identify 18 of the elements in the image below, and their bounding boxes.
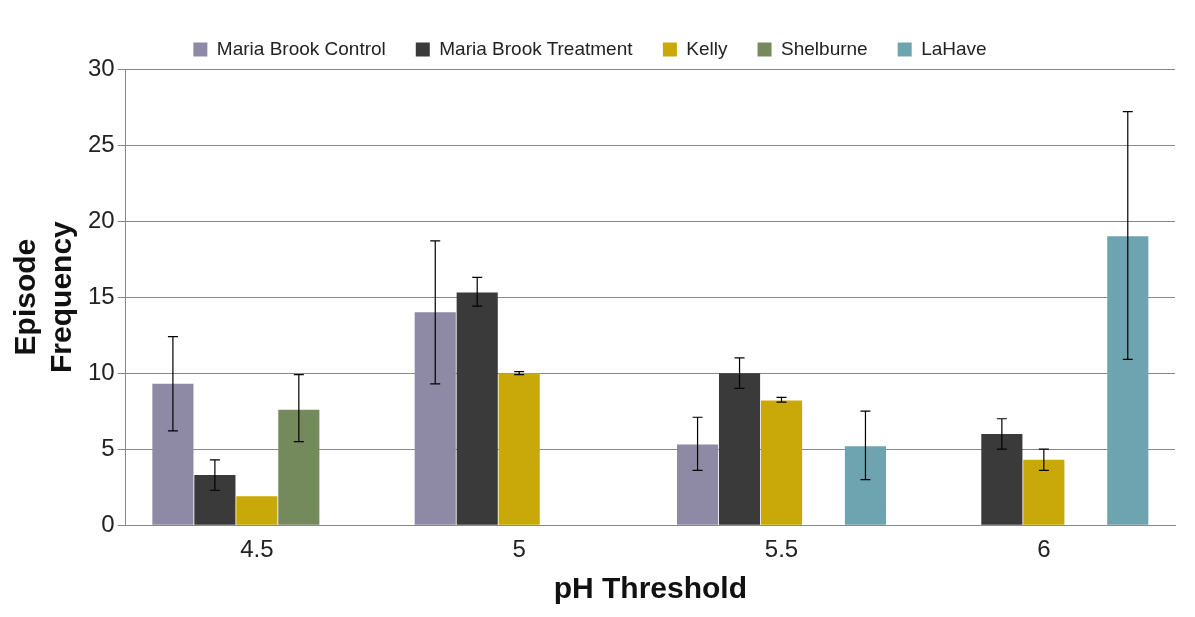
y-tick-label: 0 [101, 509, 115, 537]
x-tick-label: 6 [1037, 535, 1051, 563]
legend-label: Maria Brook Control [216, 37, 386, 59]
x-tick-label: 5.5 [764, 535, 799, 563]
legend-label: Kelly [686, 37, 729, 59]
y-tick-label: 10 [87, 357, 115, 385]
x-tick-label: 4.5 [240, 535, 274, 563]
y-tick-label: 25 [87, 129, 115, 157]
legend-label: LaHave [921, 37, 987, 59]
legend-label: Maria Brook Treatment [439, 37, 634, 59]
y-tick-label: 15 [87, 281, 115, 309]
y-tick-label: 30 [87, 53, 115, 81]
legend-label: Shelburne [781, 37, 868, 59]
y-tick-label: 5 [101, 433, 115, 461]
x-axis-title: pH Threshold [553, 571, 748, 605]
x-tick-label: 5 [512, 535, 526, 563]
y-tick-label: 20 [87, 205, 115, 233]
y-axis-title: Episode Frequency [8, 220, 78, 373]
